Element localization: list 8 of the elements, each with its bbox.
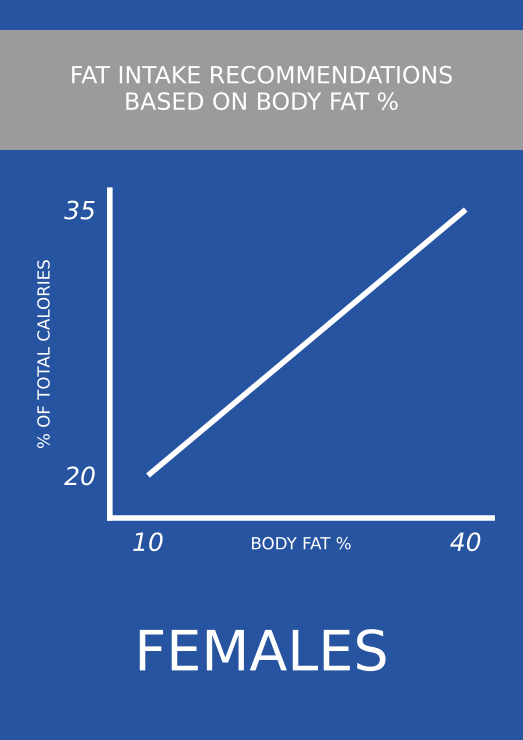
y-axis-title: % OF TOTAL CALORIES — [37, 260, 50, 448]
x-axis-title: BODY FAT % — [252, 536, 351, 550]
text: FEMALES — [140, 629, 386, 672]
y-tick-label: 35 — [64, 200, 95, 220]
x-tick-label: 40 — [450, 532, 480, 552]
x-tick-label: 10 — [133, 532, 163, 552]
chart-title: FAT INTAKE RECOMMENDATIONS BASED ON BODY FAT % — [72, 66, 452, 110]
y-tick-label: 20 — [64, 466, 95, 486]
